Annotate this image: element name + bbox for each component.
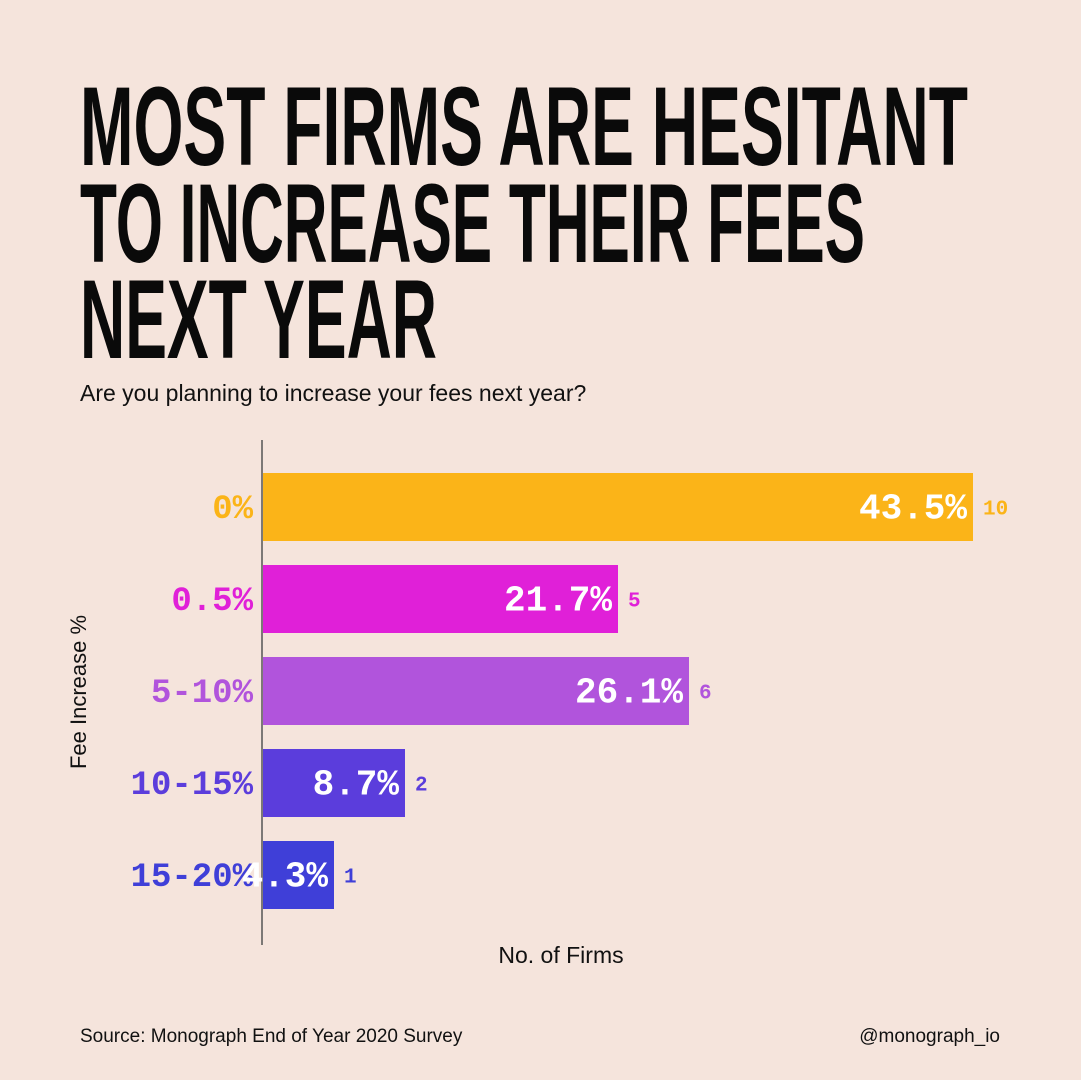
- bar: [263, 749, 405, 817]
- y-tick-label: 0.5%: [171, 583, 253, 621]
- y-axis-label: Fee Increase %: [66, 615, 91, 769]
- chart-title: MOST FIRMS ARE HESITANT: [80, 64, 968, 189]
- share-label: 43.5%: [859, 489, 967, 530]
- value-label: 10: [983, 499, 1008, 522]
- value-label: 1: [344, 867, 357, 890]
- chart-title: TO INCREASE THEIR FEES: [80, 161, 865, 286]
- y-tick-label: 5-10%: [151, 675, 254, 713]
- value-label: 2: [415, 775, 428, 798]
- share-label: 26.1%: [575, 673, 683, 714]
- share-label: 4.3%: [242, 857, 329, 898]
- value-label: 6: [699, 683, 712, 706]
- bar: [263, 657, 689, 725]
- y-tick-label: 15-20%: [131, 859, 254, 897]
- share-label: 21.7%: [504, 581, 612, 622]
- value-label: 5: [628, 591, 641, 614]
- y-tick-label: 0%: [212, 491, 253, 529]
- x-axis-label: No. of Firms: [498, 942, 623, 968]
- chart-title: NEXT YEAR: [80, 257, 437, 382]
- y-tick-label: 10-15%: [131, 767, 254, 805]
- subtitle: Are you planning to increase your fees n…: [80, 380, 586, 406]
- bar: [263, 473, 973, 541]
- source: Source: Monograph End of Year 2020 Surve…: [80, 1026, 463, 1047]
- bar: [263, 565, 618, 633]
- handle: @monograph_io: [859, 1026, 1000, 1047]
- bar: [263, 841, 334, 909]
- share-label: 8.7%: [313, 765, 400, 806]
